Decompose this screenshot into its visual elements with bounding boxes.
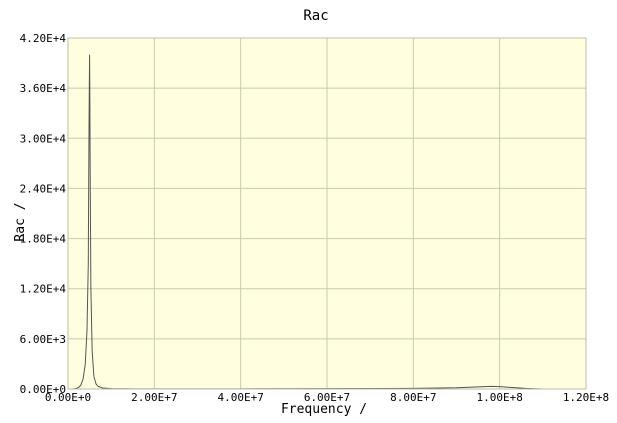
x-tick-label: 8.00E+7 — [390, 391, 436, 404]
data-point — [80, 384, 82, 386]
chart-title: Rac — [303, 8, 328, 24]
data-point — [490, 385, 492, 387]
data-point — [78, 386, 80, 388]
y-tick-label: 4.20E+4 — [20, 32, 67, 45]
x-tick-label: 1.00E+8 — [476, 391, 522, 404]
y-tick-label: 3.60E+4 — [20, 82, 67, 95]
data-point — [89, 179, 91, 181]
x-tick-label: 0.00E+0 — [45, 391, 91, 404]
data-point — [87, 263, 89, 265]
data-point — [97, 386, 99, 387]
x-tick-labels: 0.00E+0 2.00E+7 4.00E+7 6.00E+7 8.00E+7 1.00E… — [45, 391, 609, 404]
y-tick-label: 3.00E+4 — [20, 132, 67, 145]
data-point — [512, 387, 514, 388]
data-point — [90, 288, 92, 290]
data-point — [88, 79, 90, 81]
data-point — [89, 87, 91, 89]
y-tick-label: 6.00E+3 — [20, 333, 66, 346]
y-tick-label: 1.80E+4 — [20, 233, 67, 246]
data-point — [84, 363, 86, 365]
data-point — [88, 137, 90, 139]
data-point — [499, 386, 501, 388]
data-point — [86, 330, 88, 331]
y-tick-label: 1.20E+4 — [20, 283, 67, 296]
data-point — [95, 383, 97, 385]
y-tick-label: 0.00E+0 — [20, 383, 66, 396]
data-point — [91, 350, 93, 352]
x-tick-label: 2.00E+7 — [131, 391, 177, 404]
x-tick-label: 6.00E+7 — [304, 391, 350, 404]
y-tick-labels: 0.00E+0 6.00E+3 1.20E+4 1.80E+4 2.40E+4 3.00E… — [20, 32, 67, 396]
plot-frame — [67, 37, 587, 390]
x-tick-label: 4.00E+7 — [217, 391, 263, 404]
data-point — [82, 378, 84, 380]
x-axis-label: Frequency / — [281, 402, 367, 417]
y-tick-label: 2.40E+4 — [20, 182, 67, 195]
data-point — [93, 376, 95, 377]
data-point — [89, 54, 90, 56]
grid-lines — [68, 38, 586, 389]
series-line — [68, 54, 543, 390]
data-point — [477, 386, 479, 388]
y-axis-label: Rac / — [13, 202, 28, 241]
data-point — [456, 387, 457, 389]
x-tick-label: 1.20E+8 — [563, 391, 609, 404]
data-point — [102, 387, 103, 389]
